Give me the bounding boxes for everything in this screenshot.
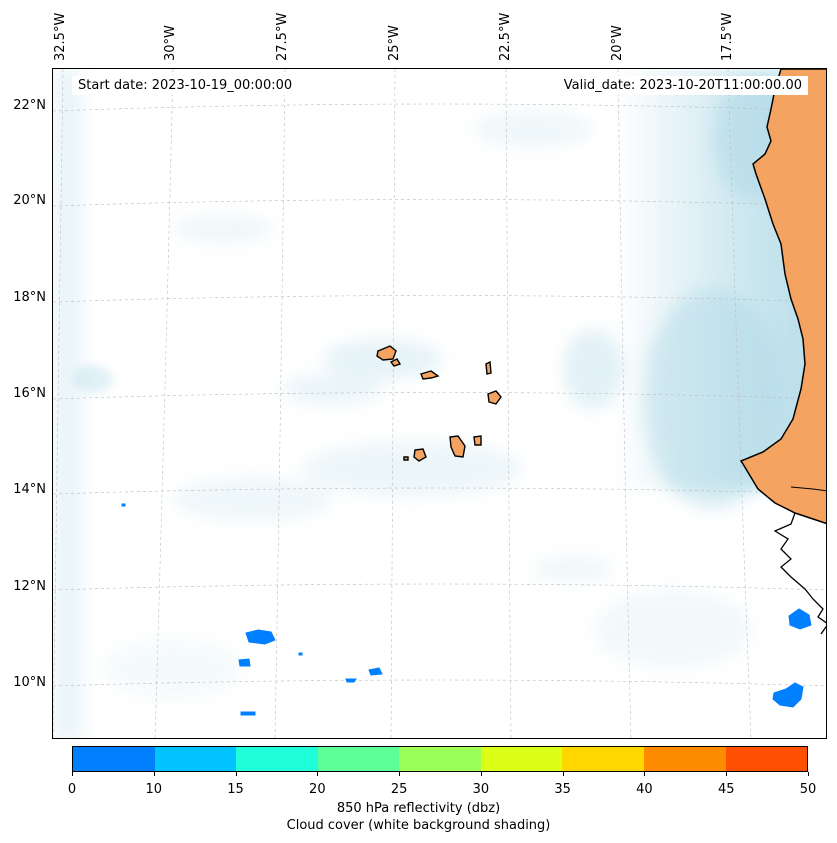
colorbar-label: 850 hPa reflectivity (dbz): [336, 801, 501, 816]
colorbar-tickmark: [480, 772, 482, 776]
colorbar-tickmark: [562, 772, 564, 776]
colorbar-tickmark: [235, 772, 237, 776]
graticule: [53, 69, 826, 738]
longitude-label: 25°W: [387, 25, 402, 61]
cape-verde-islands: [376, 345, 502, 462]
colorbar-segment: [562, 747, 644, 771]
longitude-label: 27.5°W: [275, 12, 290, 61]
latitude-label: 10°N: [13, 675, 46, 690]
map-panel: [52, 68, 827, 739]
colorbar-tickmark: [808, 772, 809, 776]
colorbar-sublabel: Cloud cover (white background shading): [286, 818, 551, 833]
colorbar-segment: [399, 747, 481, 771]
colorbar-segment: [643, 747, 726, 771]
map-canvas: [53, 69, 826, 738]
cloud-cover-shading: [53, 69, 826, 738]
colorbar-tickmark: [72, 772, 73, 776]
longitude-label: 30°W: [163, 25, 178, 61]
africa-landmass: [739, 69, 826, 525]
colorbar-tickmark: [644, 772, 646, 776]
colorbar-segment: [73, 747, 155, 771]
start-date-label: Start date: 2023-10-19_00:00:00: [72, 76, 299, 95]
island-boa-vista: [487, 390, 502, 405]
colorbar-tickmark: [317, 772, 319, 776]
colorbar-tickmark: [399, 772, 401, 776]
colorbar-tick-label: 40: [636, 782, 653, 797]
latitude-label: 16°N: [13, 386, 46, 401]
colorbar-segment: [725, 747, 808, 771]
reflectivity-patches: [121, 503, 812, 716]
colorbar-tick-label: 45: [717, 782, 735, 797]
colorbar-tick-label: 25: [390, 782, 408, 797]
longitude-label: 32.5°W: [53, 12, 68, 61]
latitude-label: 18°N: [13, 290, 46, 305]
island-sao-nicolau: [420, 370, 440, 380]
island-santo-antao: [376, 345, 397, 361]
reflectivity-colorbar: [72, 746, 808, 772]
colorbar-segment: [154, 747, 237, 771]
longitude-label: 20°W: [610, 25, 625, 61]
colorbar-tickmark: [153, 772, 155, 776]
island-brava: [403, 456, 409, 461]
island-santiago: [449, 435, 466, 458]
coast-detail-gambia: [790, 486, 826, 492]
colorbar-tickmark: [726, 772, 728, 776]
island-fogo: [413, 448, 427, 462]
valid-date-label: Valid_date: 2023-10-20T11:00:00.00: [557, 76, 808, 95]
colorbar-segment: [317, 747, 400, 771]
colorbar-tick-label: 30: [472, 782, 490, 797]
colorbar-tick-label: 50: [799, 782, 817, 797]
latitude-label: 14°N: [13, 482, 46, 497]
island-sao-vicente: [389, 358, 402, 367]
colorbar-segment: [480, 747, 563, 771]
island-maio: [473, 435, 482, 446]
latitude-label: 12°N: [13, 579, 46, 594]
longitude-label: 17.5°W: [720, 12, 735, 61]
longitude-label: 22.5°W: [498, 12, 513, 61]
latitude-label: 22°N: [13, 98, 46, 113]
colorbar-tick-label: 0: [67, 782, 77, 797]
latitude-label: 20°N: [13, 193, 46, 208]
colorbar-tick-label: 15: [227, 782, 244, 797]
colorbar-tick-label: 35: [554, 782, 571, 797]
island-sal: [485, 360, 492, 375]
colorbar-tick-label: 10: [145, 782, 163, 797]
coast-detail-south: [773, 512, 826, 635]
colorbar-segment: [236, 747, 318, 771]
colorbar-tick-label: 20: [309, 782, 326, 797]
